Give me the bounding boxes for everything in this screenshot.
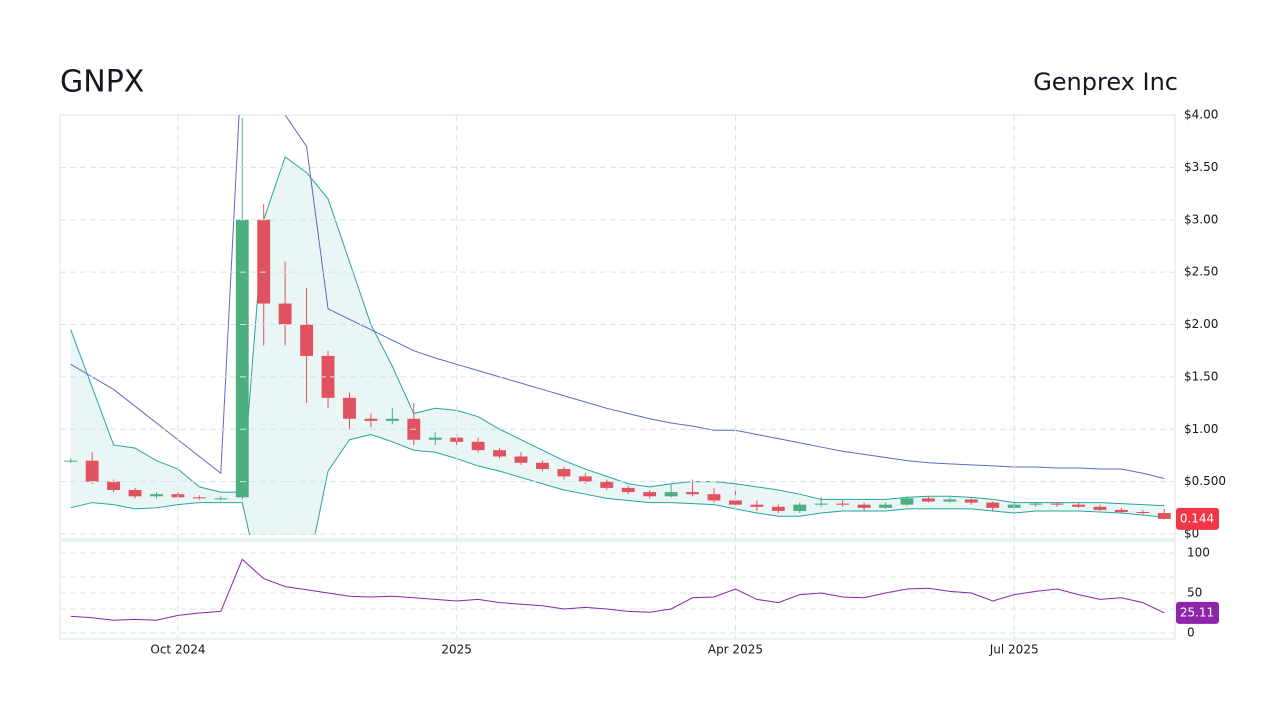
price-frame: [59, 114, 1176, 540]
candle-body: [235, 219, 249, 498]
candle-body: [514, 456, 528, 463]
candle-body: [471, 441, 485, 451]
candle-body: [793, 504, 807, 511]
candle-body: [343, 397, 356, 419]
rsi-tick-label: 0: [1187, 626, 1195, 640]
price-panel: [64, 115, 1171, 535]
candle-body: [814, 503, 828, 505]
candle-body: [557, 469, 571, 477]
x-tick-label: 2025: [441, 643, 472, 657]
candle-body: [857, 504, 871, 508]
y-tick-label: $4.00: [1184, 108, 1218, 122]
candle-body: [300, 324, 314, 356]
rsi-frame: [59, 540, 1176, 640]
last-price-badge: [1176, 507, 1219, 530]
candle-body: [64, 460, 78, 462]
x-tick-label: Jul 2025: [989, 643, 1039, 657]
candle-body: [686, 492, 699, 495]
y-tick-label: $0.500: [1184, 474, 1226, 488]
candle-body: [1157, 513, 1171, 519]
last-rsi-badge: [1176, 601, 1219, 624]
y-tick-label: $3.00: [1184, 212, 1218, 226]
candle-body: [879, 504, 892, 508]
candle-body: [964, 499, 978, 503]
candle-body: [107, 481, 121, 491]
candle-body: [321, 355, 335, 398]
y-tick-label: $2.50: [1184, 265, 1218, 279]
candle-body: [621, 487, 635, 493]
candle-body: [1072, 504, 1085, 507]
x-tick-label: Oct 2024: [150, 643, 205, 657]
rsi-line: [70, 558, 1165, 621]
candle-body: [493, 450, 506, 457]
chart-title: GNPX: [60, 65, 144, 100]
candle-body: [214, 498, 228, 500]
candle-body: [729, 500, 742, 505]
candle-body: [750, 504, 764, 507]
y-tick-label: $1.50: [1184, 369, 1218, 383]
candle-body: [900, 498, 914, 505]
y-tick-label: $1.00: [1184, 422, 1218, 436]
candle-body: [1114, 509, 1128, 513]
candle-body: [986, 502, 1000, 508]
company-name: Genprex Inc: [1033, 68, 1178, 96]
bb-upper: [70, 156, 1165, 507]
candle-body: [836, 503, 850, 505]
candle-body: [85, 460, 99, 482]
candle-body: [385, 418, 399, 421]
candle-body: [943, 499, 957, 502]
bb-lower: [70, 433, 1165, 535]
rsi-tick-label: 100: [1187, 546, 1210, 560]
y-tick-label: $2.00: [1184, 317, 1218, 331]
y-tick-label: $3.50: [1184, 160, 1218, 174]
candle-body: [428, 437, 442, 440]
candle-body: [128, 490, 142, 497]
candle-body: [578, 476, 592, 482]
candle-body: [278, 303, 292, 325]
last-price: 0.144: [1180, 511, 1214, 525]
candle-body: [771, 506, 785, 511]
candle-body: [1029, 503, 1043, 505]
bb-fill: [70, 156, 1165, 535]
last-rsi: 25.11: [1180, 605, 1214, 619]
candle-body: [257, 219, 271, 304]
candle-body: [1050, 503, 1064, 505]
moving-average: [70, 115, 1165, 479]
candle-body: [707, 494, 721, 501]
candle-body: [364, 418, 378, 421]
candle-body: [1136, 512, 1150, 514]
candle-body: [150, 494, 163, 497]
candle-body: [1093, 506, 1107, 510]
candle-body: [192, 497, 206, 499]
candle-body: [536, 462, 549, 470]
x-tick-label: Apr 2025: [708, 643, 763, 657]
candle-body: [921, 498, 935, 502]
rsi-tick-label: 50: [1187, 586, 1202, 600]
candle-body: [664, 492, 678, 497]
y-tick-label: $0: [1184, 527, 1199, 541]
candle-body: [600, 481, 614, 488]
candle-body: [643, 492, 657, 497]
